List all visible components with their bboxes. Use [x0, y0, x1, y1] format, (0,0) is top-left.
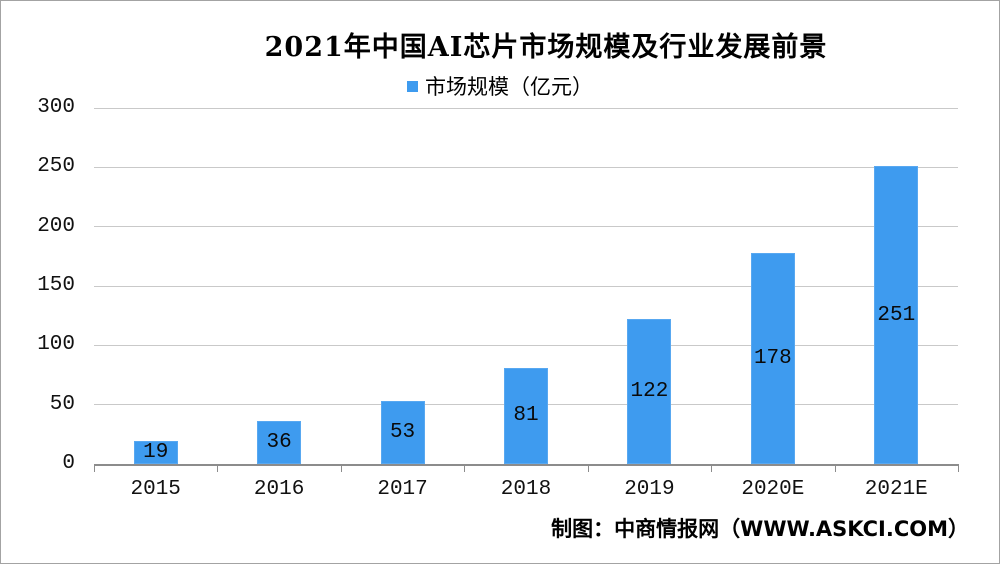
legend-label: 市场规模（亿元）	[425, 75, 593, 99]
gridline	[94, 285, 958, 287]
x-axis-category-label: 2018	[500, 478, 552, 501]
bar-value-label: 81	[513, 404, 539, 428]
bar-value-label: 178	[753, 346, 792, 370]
bar-2016: 36	[257, 421, 302, 464]
gridline	[94, 166, 958, 168]
y-axis-tick-label: 250	[37, 155, 75, 179]
bar-value-label: 122	[630, 380, 669, 404]
x-axis-tick	[340, 464, 342, 472]
x-axis-tick	[711, 464, 713, 472]
footer-credit: 制图：中商情报网（WWW.ASKCI.COM）	[551, 517, 969, 541]
bar-2015: 19	[133, 441, 178, 465]
bar-2021E: 251	[874, 166, 919, 464]
x-axis-category-label: 2017	[377, 478, 428, 501]
bar-value-label: 36	[266, 431, 292, 455]
x-axis-tick	[587, 464, 589, 472]
x-axis-category-label: 2021E	[864, 478, 928, 501]
y-axis-tick-label: 300	[37, 96, 75, 119]
gridline	[94, 226, 958, 228]
gridline	[94, 107, 958, 109]
x-axis-tick	[217, 464, 219, 472]
x-axis-category-label: 2015	[130, 478, 181, 501]
gridline	[94, 344, 958, 346]
x-axis-category-label: 2019	[624, 478, 675, 501]
bar-value-label: 251	[877, 303, 916, 327]
bar-value-label: 19	[143, 441, 169, 465]
bar-2018: 81	[504, 367, 548, 464]
legend-marker-icon	[407, 80, 418, 92]
x-axis-tick	[464, 464, 466, 472]
x-axis-line	[94, 464, 958, 466]
y-axis-tick-label: 0	[62, 452, 75, 475]
x-axis-tick	[834, 464, 836, 472]
x-axis-category-label: 2020E	[741, 478, 805, 501]
y-axis-tick-label: 150	[37, 274, 75, 297]
x-axis-tick	[958, 464, 959, 472]
bar-value-label: 53	[389, 421, 416, 445]
y-axis-tick-label: 200	[37, 214, 75, 238]
bar-2017: 53	[380, 401, 425, 464]
chart-title: 2021年中国AI芯片市场规模及行业发展前景	[264, 32, 828, 63]
bar-2020E: 178	[750, 252, 795, 464]
x-axis-tick	[94, 464, 95, 472]
bar-2019: 122	[627, 319, 672, 464]
y-axis-tick-label: 50	[49, 392, 75, 416]
legend: 市场规模（亿元）	[1, 73, 999, 99]
x-axis-category-label: 2016	[253, 478, 305, 501]
y-axis-tick-label: 100	[37, 333, 75, 357]
